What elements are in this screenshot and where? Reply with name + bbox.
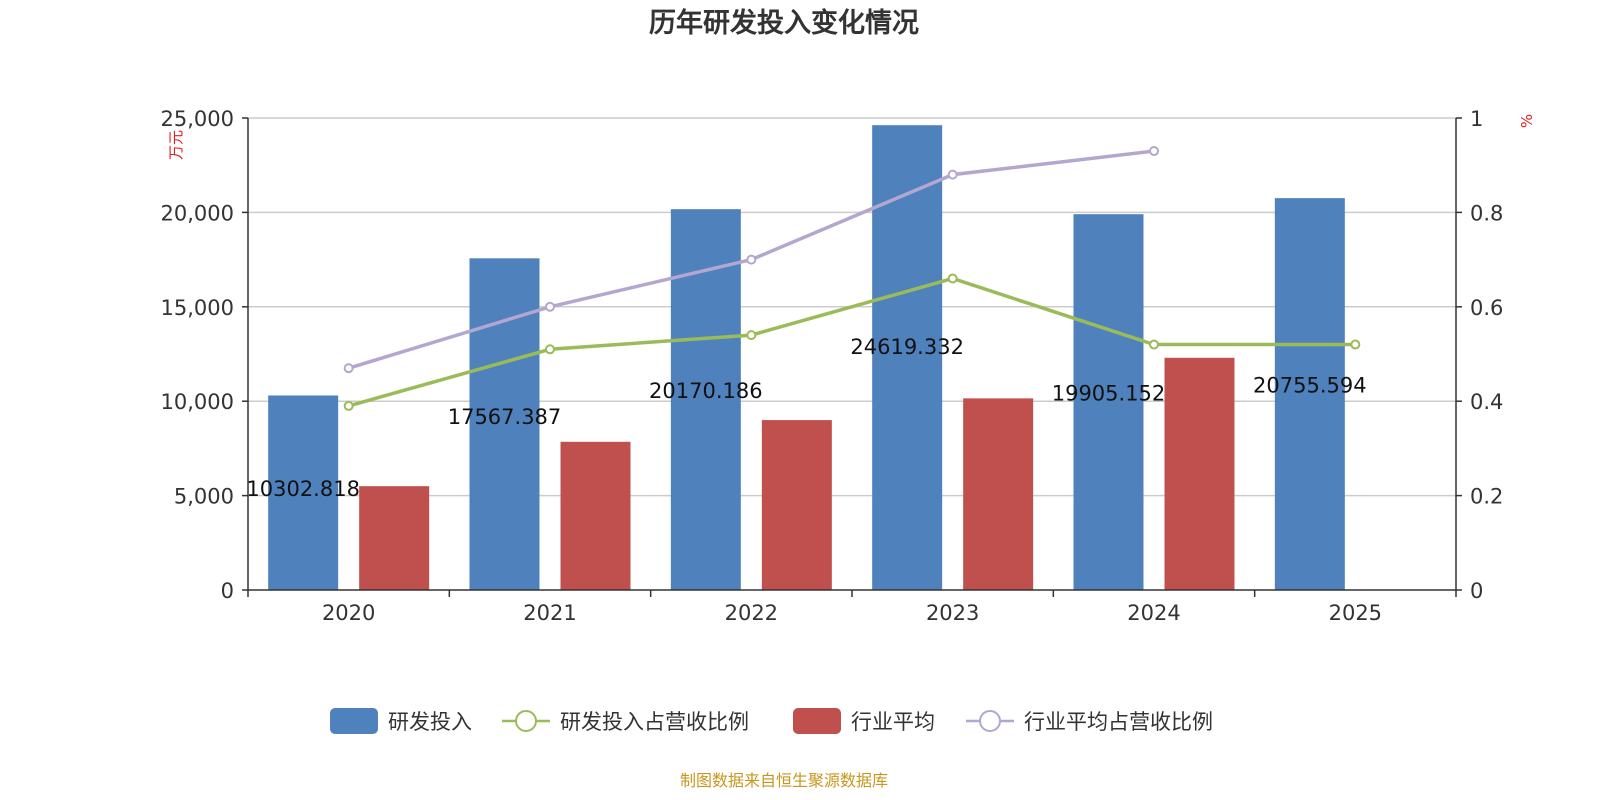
- legend-label-研发投入: 研发投入: [388, 710, 472, 734]
- data-label-2025: 20755.594: [1253, 373, 1367, 397]
- y-left-tick-label: 10,000: [161, 390, 234, 414]
- x-tick-label: 2021: [523, 601, 576, 625]
- data-labels: 10302.818 17567.387 20170.186 24619.332 1990…: [246, 335, 1366, 501]
- data-label-2024: 19905.152: [1052, 382, 1166, 406]
- x-tick-label: 2025: [1329, 601, 1382, 625]
- y-right-tick-label: 1: [1470, 107, 1483, 131]
- point-行业平均占营收比例: [746, 254, 757, 265]
- source-note: 制图数据来自恒生聚源数据库: [680, 771, 888, 790]
- x-tick-label: 2020: [322, 601, 375, 625]
- bar-研发投入-2025: [1274, 198, 1345, 590]
- legend-item-研发投入[interactable]: 研发投入: [330, 708, 472, 734]
- legend-marker-研发投入占营收比例: [515, 710, 537, 732]
- axes: 0 5,000 10,000 15,000 20,000 25,000 0 0.2 0.4 0.6…: [161, 107, 1536, 625]
- bar-行业平均-2024: [1164, 357, 1235, 590]
- data-label-2020: 10302.818: [246, 477, 360, 501]
- point-研发投入占营收比例: [746, 330, 757, 341]
- x-tick-label: 2023: [926, 601, 979, 625]
- legend-item-研发投入占营收比例[interactable]: 研发投入占营收比例: [502, 710, 749, 734]
- y-left-tick-label: 5,000: [174, 485, 234, 509]
- bar-研发投入-2024: [1073, 214, 1144, 590]
- data-label-2022: 20170.186: [649, 379, 763, 403]
- legend[interactable]: 研发投入 研发投入占营收比例 行业平均 行业平均占营收比例: [330, 708, 1213, 734]
- bar-研发投入-2020: [268, 395, 339, 590]
- y-right-tick-label: 0: [1470, 579, 1483, 603]
- legend-marker-行业平均占营收比例: [979, 710, 1001, 732]
- bar-行业平均-2022: [761, 420, 832, 590]
- bars: [268, 125, 1345, 590]
- data-label-2021: 17567.387: [448, 405, 562, 429]
- y-right-tick-label: 0.6: [1470, 296, 1503, 320]
- y-left-tick-label: 20,000: [161, 201, 234, 225]
- y-left-unit: 万元: [167, 130, 185, 160]
- point-行业平均占营收比例: [1149, 146, 1159, 157]
- legend-swatch-行业平均: [793, 708, 841, 734]
- x-tick-label: 2024: [1127, 601, 1180, 625]
- bar-行业平均-2023: [963, 398, 1034, 590]
- point-研发投入占营收比例: [343, 400, 354, 411]
- point-研发投入占营收比例: [947, 273, 958, 284]
- chart-title: 历年研发投入变化情况: [649, 7, 919, 39]
- y-right-unit: %: [1518, 114, 1536, 128]
- x-tick-label: 2022: [725, 601, 778, 625]
- y-right-tick-label: 0.2: [1470, 485, 1503, 509]
- point-研发投入占营收比例: [1350, 339, 1361, 350]
- y-right-tick-label: 0.4: [1470, 390, 1503, 414]
- bar-研发投入-2022: [670, 209, 741, 590]
- point-行业平均占营收比例: [947, 169, 958, 180]
- point-研发投入占营收比例: [545, 344, 555, 355]
- legend-item-行业平均[interactable]: 行业平均: [793, 708, 935, 734]
- legend-swatch-研发投入: [330, 708, 378, 734]
- bar-行业平均-2021: [560, 441, 631, 590]
- line-研发投入占营收比例: [348, 276, 1356, 408]
- bar-行业平均-2020: [359, 486, 430, 590]
- legend-label-研发投入占营收比例: 研发投入占营收比例: [560, 710, 749, 734]
- legend-label-行业平均占营收比例: 行业平均占营收比例: [1024, 710, 1213, 734]
- y-left-tick-label: 15,000: [161, 296, 234, 320]
- point-研发投入占营收比例: [1149, 339, 1159, 350]
- data-label-2023: 24619.332: [850, 335, 964, 359]
- point-行业平均占营收比例: [343, 363, 354, 374]
- legend-item-行业平均占营收比例[interactable]: 行业平均占营收比例: [966, 710, 1213, 734]
- line-series: [343, 146, 1361, 411]
- y-left-tick-label: 0: [221, 579, 234, 603]
- y-right-tick-label: 0.8: [1470, 201, 1503, 225]
- point-行业平均占营收比例: [545, 301, 555, 312]
- legend-label-行业平均: 行业平均: [851, 710, 935, 734]
- y-left-tick-label: 25,000: [161, 107, 234, 131]
